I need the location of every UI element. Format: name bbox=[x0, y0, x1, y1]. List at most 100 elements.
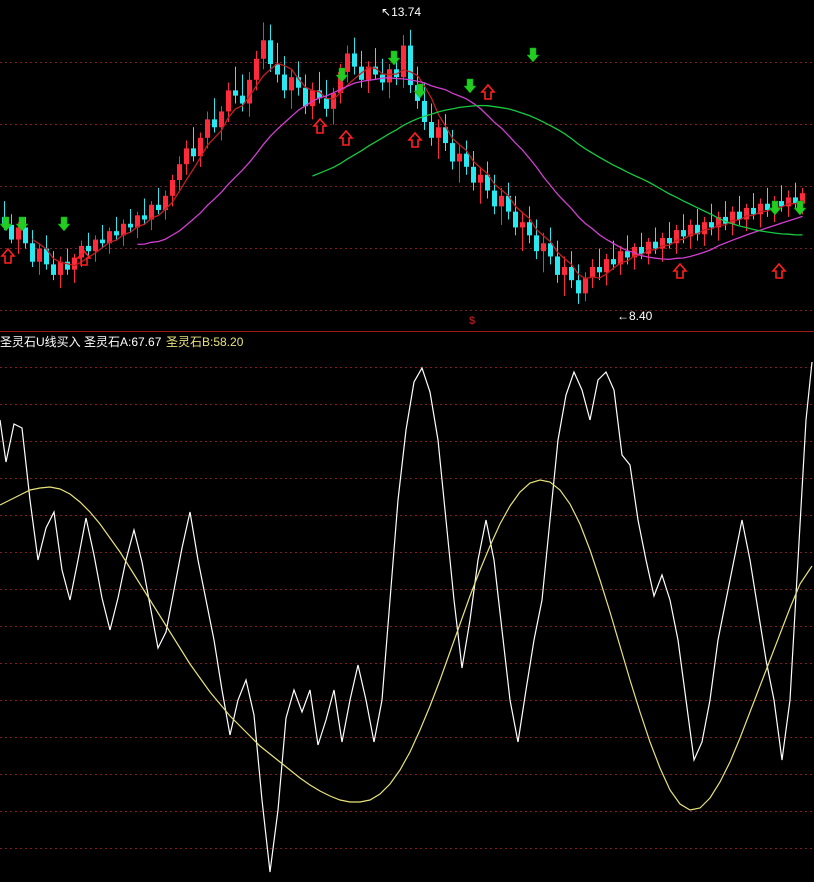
candle bbox=[450, 129, 455, 170]
candle bbox=[569, 251, 574, 289]
sell-arrow-icon[interactable] bbox=[57, 216, 71, 232]
candle bbox=[765, 187, 770, 217]
candle bbox=[86, 232, 91, 257]
candle bbox=[30, 230, 35, 267]
dollar-mark-icon: $ bbox=[469, 315, 476, 327]
sell-arrow-icon[interactable] bbox=[768, 200, 782, 216]
candle bbox=[625, 235, 630, 265]
candle bbox=[23, 216, 28, 249]
candle bbox=[534, 219, 539, 260]
candle bbox=[555, 240, 560, 283]
oscillator-panel[interactable] bbox=[0, 352, 814, 882]
candle bbox=[191, 127, 196, 162]
candle bbox=[520, 211, 525, 252]
candle bbox=[457, 145, 462, 183]
buy-arrow-icon[interactable] bbox=[312, 117, 328, 134]
candle bbox=[646, 238, 651, 265]
candle bbox=[464, 140, 469, 175]
candle bbox=[16, 222, 21, 254]
buy-arrow-icon[interactable] bbox=[771, 262, 787, 279]
candle bbox=[121, 219, 126, 246]
candle bbox=[331, 87, 336, 125]
sell-arrow-icon[interactable] bbox=[793, 200, 807, 216]
price-chart-panel[interactable]: ↖13.74 ←8.40 $ bbox=[0, 0, 814, 331]
candle bbox=[485, 161, 490, 199]
candle bbox=[695, 209, 700, 241]
candle bbox=[268, 24, 273, 72]
candle bbox=[723, 201, 728, 231]
candle bbox=[674, 224, 679, 254]
candle bbox=[142, 198, 147, 225]
candle bbox=[478, 166, 483, 204]
candle bbox=[590, 259, 595, 289]
candle bbox=[604, 253, 609, 286]
sell-arrow-icon[interactable] bbox=[463, 78, 477, 94]
buy-arrow-icon[interactable] bbox=[338, 129, 354, 146]
buy-arrow-icon[interactable] bbox=[480, 83, 496, 100]
high-price-annotation: ↖13.74 bbox=[381, 6, 421, 18]
candle bbox=[247, 71, 252, 117]
candle bbox=[345, 45, 350, 83]
candlestick-canvas[interactable] bbox=[0, 0, 814, 331]
candle bbox=[436, 119, 441, 159]
panel-divider bbox=[0, 331, 814, 332]
sell-arrow-icon[interactable] bbox=[0, 216, 13, 232]
candle bbox=[212, 98, 217, 133]
candle bbox=[709, 203, 714, 236]
candle bbox=[163, 190, 168, 220]
candle bbox=[366, 61, 371, 93]
candle bbox=[702, 216, 707, 246]
candle bbox=[499, 187, 504, 225]
candle bbox=[583, 272, 588, 302]
oscillator-canvas[interactable] bbox=[0, 352, 814, 882]
candle bbox=[443, 114, 448, 151]
high-arrow-icon: ↖ bbox=[381, 5, 392, 19]
candle bbox=[387, 64, 392, 99]
candle bbox=[51, 251, 56, 281]
candle bbox=[289, 69, 294, 109]
candle bbox=[471, 151, 476, 191]
candle bbox=[401, 35, 406, 88]
candle bbox=[506, 182, 511, 220]
sell-arrow-icon[interactable] bbox=[413, 83, 427, 99]
candle bbox=[128, 209, 133, 233]
candle bbox=[44, 235, 49, 270]
ma-slow-line bbox=[312, 104, 803, 236]
candle bbox=[562, 256, 567, 296]
osc-line-圣灵石A bbox=[0, 361, 813, 873]
buy-arrow-icon[interactable] bbox=[672, 262, 688, 279]
candle bbox=[618, 245, 623, 275]
candle bbox=[513, 195, 518, 236]
candle bbox=[100, 224, 105, 249]
indicator-legend-bar: 圣灵石U线买入 圣灵石A:67.67 圣灵石B:58.20 bbox=[0, 334, 814, 350]
sell-arrow-icon[interactable] bbox=[387, 50, 401, 66]
candle bbox=[282, 56, 287, 99]
candle bbox=[744, 203, 749, 232]
low-price-annotation: ←8.40 bbox=[617, 310, 652, 322]
candle bbox=[758, 198, 763, 228]
buy-arrow-icon[interactable] bbox=[76, 249, 92, 266]
candle bbox=[37, 243, 42, 275]
sell-arrow-icon[interactable] bbox=[15, 216, 29, 232]
legend-series-a-label: 圣灵石A:67.67 bbox=[84, 335, 162, 349]
legend-series-b-label: 圣灵石B:58.20 bbox=[166, 335, 244, 349]
candle bbox=[261, 22, 266, 70]
candle bbox=[177, 156, 182, 191]
sell-arrow-icon[interactable] bbox=[526, 47, 540, 63]
candle bbox=[107, 227, 112, 254]
candle bbox=[667, 222, 672, 249]
candle bbox=[352, 37, 357, 75]
candle bbox=[429, 103, 434, 146]
osc-line-圣灵石B bbox=[0, 479, 813, 811]
candle bbox=[681, 214, 686, 244]
candle bbox=[303, 74, 308, 115]
candle bbox=[611, 240, 616, 270]
buy-arrow-icon[interactable] bbox=[0, 247, 16, 264]
candle bbox=[156, 187, 161, 215]
sell-arrow-icon[interactable] bbox=[335, 67, 349, 83]
candle bbox=[135, 211, 140, 238]
candle bbox=[65, 248, 70, 275]
candle bbox=[114, 216, 119, 241]
buy-arrow-icon[interactable] bbox=[407, 131, 423, 148]
